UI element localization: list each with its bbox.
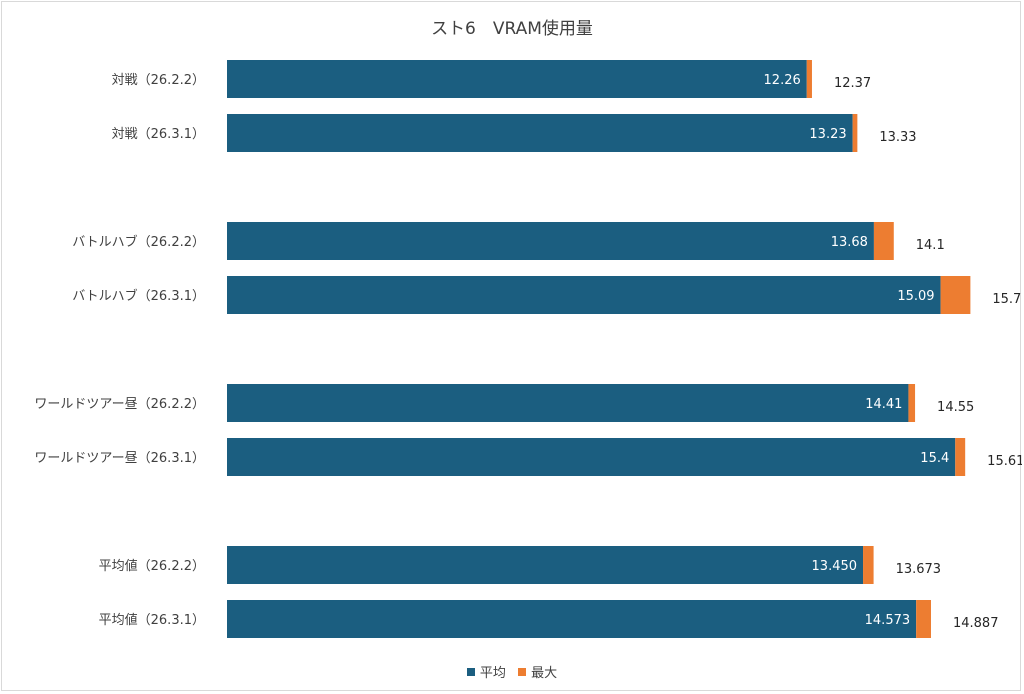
data-label-avg: 13.450 — [812, 559, 858, 574]
bar-max — [940, 276, 971, 314]
data-label-avg: 15.09 — [897, 289, 934, 304]
data-label-max: 14.1 — [916, 238, 945, 253]
category-label: 平均値（26.3.1） — [99, 612, 205, 628]
legend-item-max: 最大 — [518, 662, 557, 681]
bar-avg — [227, 384, 909, 422]
bar-max — [863, 546, 874, 584]
data-label-max: 15.61 — [987, 454, 1022, 469]
bar-avg — [227, 60, 807, 98]
bar-avg — [227, 276, 941, 314]
legend-label-max: 最大 — [531, 666, 558, 681]
bar-avg — [227, 546, 864, 584]
data-label-avg: 13.68 — [831, 235, 868, 250]
bar-avg — [227, 222, 874, 260]
legend-swatch-max — [518, 667, 527, 676]
data-label-avg: 12.26 — [764, 73, 801, 88]
legend-swatch-avg — [466, 667, 475, 676]
bar-avg — [227, 438, 956, 476]
bar-max — [873, 222, 894, 260]
data-label-max: 13.33 — [879, 130, 916, 145]
bar-max — [852, 114, 858, 152]
category-label: 平均値（26.2.2） — [99, 558, 205, 574]
category-label: バトルハブ（26.3.1） — [72, 288, 205, 304]
category-label: ワールドツアー昼（26.3.1） — [34, 451, 205, 466]
chart-title: スト6 VRAM使用量 — [431, 19, 593, 39]
data-label-max: 14.55 — [937, 400, 974, 415]
data-label-max: 14.887 — [953, 616, 999, 631]
bar-max — [916, 600, 931, 638]
category-label: 対戦（26.3.1） — [112, 127, 205, 142]
legend-item-avg: 平均 — [466, 662, 506, 681]
bar-avg — [227, 114, 853, 152]
legend-label-avg: 平均 — [479, 666, 506, 681]
bar-avg — [227, 600, 917, 638]
bar-max — [955, 438, 966, 476]
bar-max — [806, 60, 812, 98]
category-label: ワールドツアー昼（26.2.2） — [34, 397, 205, 412]
bar-max — [908, 384, 916, 422]
data-label-max: 13.673 — [896, 562, 942, 577]
legend: 平均 最大 — [2, 662, 1022, 681]
data-label-avg: 13.23 — [809, 127, 846, 142]
data-label-max: 12.37 — [834, 76, 871, 91]
data-label-max: 15.72 — [992, 292, 1022, 307]
data-label-avg: 15.4 — [920, 451, 949, 466]
category-label: 対戦（26.2.2） — [112, 73, 205, 88]
category-label: バトルハブ（26.2.2） — [72, 234, 205, 250]
data-label-avg: 14.573 — [865, 613, 911, 628]
data-label-avg: 14.41 — [865, 397, 902, 412]
